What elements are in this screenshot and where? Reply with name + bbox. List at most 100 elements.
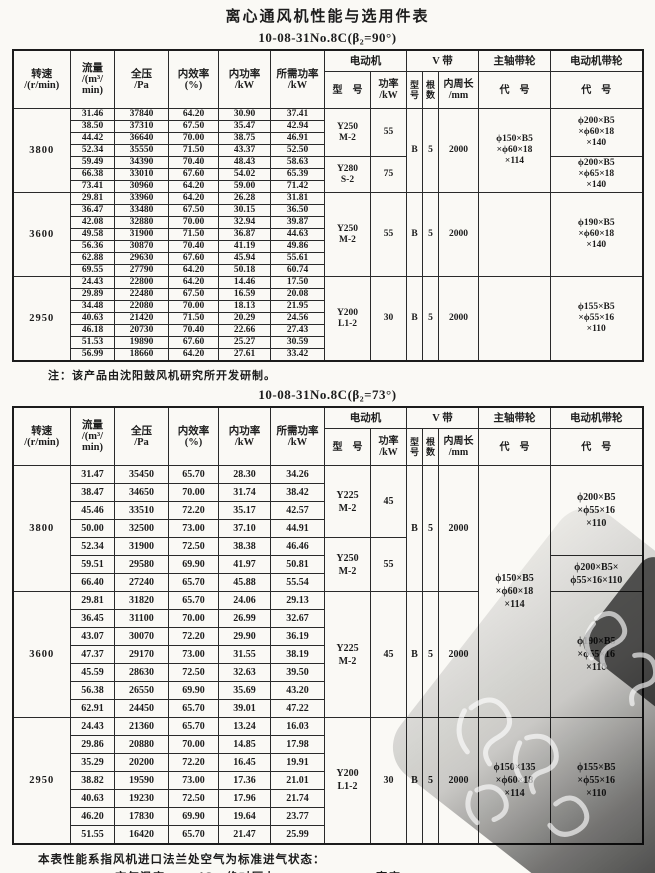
header-motor-power: 功率 /kW: [370, 71, 407, 109]
required-power-cell: 19.91: [270, 753, 325, 772]
pressure-cell: 19590: [114, 771, 169, 790]
pressure-cell: 27790: [114, 264, 169, 277]
flow-cell: 43.07: [70, 627, 115, 646]
efficiency-cell: 65.70: [168, 573, 219, 592]
header-motor-model: 型 号: [324, 71, 371, 109]
efficiency-cell: 67.50: [168, 120, 219, 133]
internal-power-cell: 59.00: [218, 180, 271, 193]
flow-cell: 29.89: [70, 288, 115, 301]
pressure-cell: 22080: [114, 300, 169, 313]
vbelt-length-cell: 2000: [438, 591, 479, 718]
footnote-line1: 本表性能系指风机进口法兰处空气为标准进气状态：: [38, 853, 326, 866]
motor-pulley-cell: ϕ155×B5 ×ϕ55×16 ×110: [550, 717, 643, 844]
flow-cell: 56.36: [70, 240, 115, 253]
header-vbelt-length: 内周长 /mm: [438, 428, 479, 466]
vbelt-model-cell: B: [406, 192, 423, 277]
flow-cell: 38.82: [70, 771, 115, 790]
required-power-cell: 52.50: [270, 144, 325, 157]
flow-cell: 52.34: [70, 144, 115, 157]
efficiency-cell: 64.20: [168, 264, 219, 277]
efficiency-cell: 73.00: [168, 771, 219, 790]
efficiency-cell: 70.40: [168, 240, 219, 253]
flow-cell: 44.42: [70, 132, 115, 145]
required-power-cell: 32.67: [270, 609, 325, 628]
header-motor-group: 电动机: [324, 406, 407, 429]
internal-power-cell: 38.38: [218, 537, 271, 556]
internal-power-cell: 45.88: [218, 573, 271, 592]
pressure-cell: 19230: [114, 789, 169, 808]
internal-power-cell: 50.18: [218, 264, 271, 277]
pressure-cell: 31820: [114, 591, 169, 610]
pressure-cell: 33480: [114, 204, 169, 217]
vbelt-count-cell: 5: [422, 717, 439, 844]
header-motor-pulley: 电动机带轮: [550, 406, 643, 429]
pressure-cell: 31100: [114, 609, 169, 628]
internal-power-cell: 18.13: [218, 300, 271, 313]
internal-power-cell: 41.19: [218, 240, 271, 253]
motor-power-cell: 45: [370, 465, 407, 538]
fan-performance-table-beta90: 转速 /(r/min) 流量 /(m³/ min) 全压 /Pa 内效率 (%)…: [11, 49, 644, 362]
pressure-cell: 33010: [114, 168, 169, 181]
required-power-cell: 39.50: [270, 663, 325, 682]
required-power-cell: 33.42: [270, 348, 325, 362]
internal-power-cell: 45.94: [218, 252, 271, 265]
required-power-cell: 16.03: [270, 717, 325, 736]
motor-pulley-cell: ϕ200×B5 ×ϕ65×18 ×140: [550, 156, 643, 193]
pressure-cell: 26550: [114, 681, 169, 700]
flow-cell: 40.63: [70, 312, 115, 325]
efficiency-cell: 70.40: [168, 324, 219, 337]
flow-cell: 24.43: [70, 276, 115, 289]
efficiency-cell: 70.00: [168, 735, 219, 754]
efficiency-cell: 67.60: [168, 336, 219, 349]
header-vbelt-count: 根数: [422, 71, 439, 109]
table-row: 59.49 34390 70.40 48.43 58.63 Y280 S-2 75 ϕ200×…: [13, 156, 643, 193]
shaft-pulley-cell: ϕ150×B5 ×ϕ60×18 ×114: [478, 108, 551, 193]
efficiency-cell: 64.20: [168, 348, 219, 362]
header-motor-pulley-code: 代 号: [550, 428, 643, 466]
speed-cell: 2950: [12, 276, 71, 362]
internal-power-cell: 17.36: [218, 771, 271, 790]
internal-power-cell: 19.64: [218, 807, 271, 826]
internal-power-cell: 17.96: [218, 789, 271, 808]
motor-model-cell: Y225 M-2: [324, 591, 371, 718]
efficiency-cell: 65.70: [168, 825, 219, 844]
pressure-cell: 31900: [114, 537, 169, 556]
flow-cell: 51.53: [70, 336, 115, 349]
efficiency-cell: 71.50: [168, 228, 219, 241]
efficiency-cell: 72.50: [168, 663, 219, 682]
page-title: 离心通风机性能与选用件表: [225, 9, 430, 25]
pressure-cell: 29580: [114, 555, 169, 574]
flow-cell: 51.55: [70, 825, 115, 844]
table-row: 3800 31.46 37840 64.20 30.90 37.41 Y250 M-2 55 B…: [12, 108, 643, 193]
header-motor-power: 功率 /kW: [370, 428, 407, 466]
pressure-cell: 35450: [114, 465, 169, 484]
header-pressure: 全压 /Pa: [114, 49, 169, 109]
required-power-cell: 55.61: [270, 252, 325, 265]
internal-power-cell: 35.69: [218, 681, 271, 700]
vbelt-model-cell: B: [406, 717, 423, 844]
fan-performance-table-beta73: 转速 /(r/min) 流量 /(m³/ min) 全压 /Pa 内效率 (%)…: [11, 406, 644, 845]
flow-cell: 34.48: [70, 300, 115, 313]
flow-cell: 36.47: [70, 204, 115, 217]
internal-power-cell: 29.90: [218, 627, 271, 646]
required-power-cell: 71.42: [270, 180, 325, 193]
speed-cell: 3800: [12, 465, 71, 592]
header-shaft-pulley: 主轴带轮: [478, 406, 551, 429]
efficiency-cell: 72.20: [168, 627, 219, 646]
table-row: 49.58 31900 71.50 36.87 44.63: [13, 228, 643, 241]
flow-cell: 73.41: [70, 180, 115, 193]
internal-power-cell: 36.87: [218, 228, 271, 241]
flow-cell: 56.38: [70, 681, 115, 700]
efficiency-cell: 67.50: [168, 288, 219, 301]
pressure-cell: 19890: [114, 336, 169, 349]
flow-cell: 40.63: [70, 789, 115, 808]
motor-model-cell: Y250 M-2: [324, 537, 371, 592]
efficiency-cell: 67.50: [168, 204, 219, 217]
pressure-cell: 37840: [114, 108, 169, 121]
header-speed: 转速 /(r/min): [12, 49, 71, 109]
required-power-cell: 27.43: [270, 324, 325, 337]
required-power-cell: 47.22: [270, 699, 325, 718]
internal-power-cell: 24.06: [218, 591, 271, 610]
required-power-cell: 38.19: [270, 645, 325, 664]
internal-power-cell: 14.46: [218, 276, 271, 289]
